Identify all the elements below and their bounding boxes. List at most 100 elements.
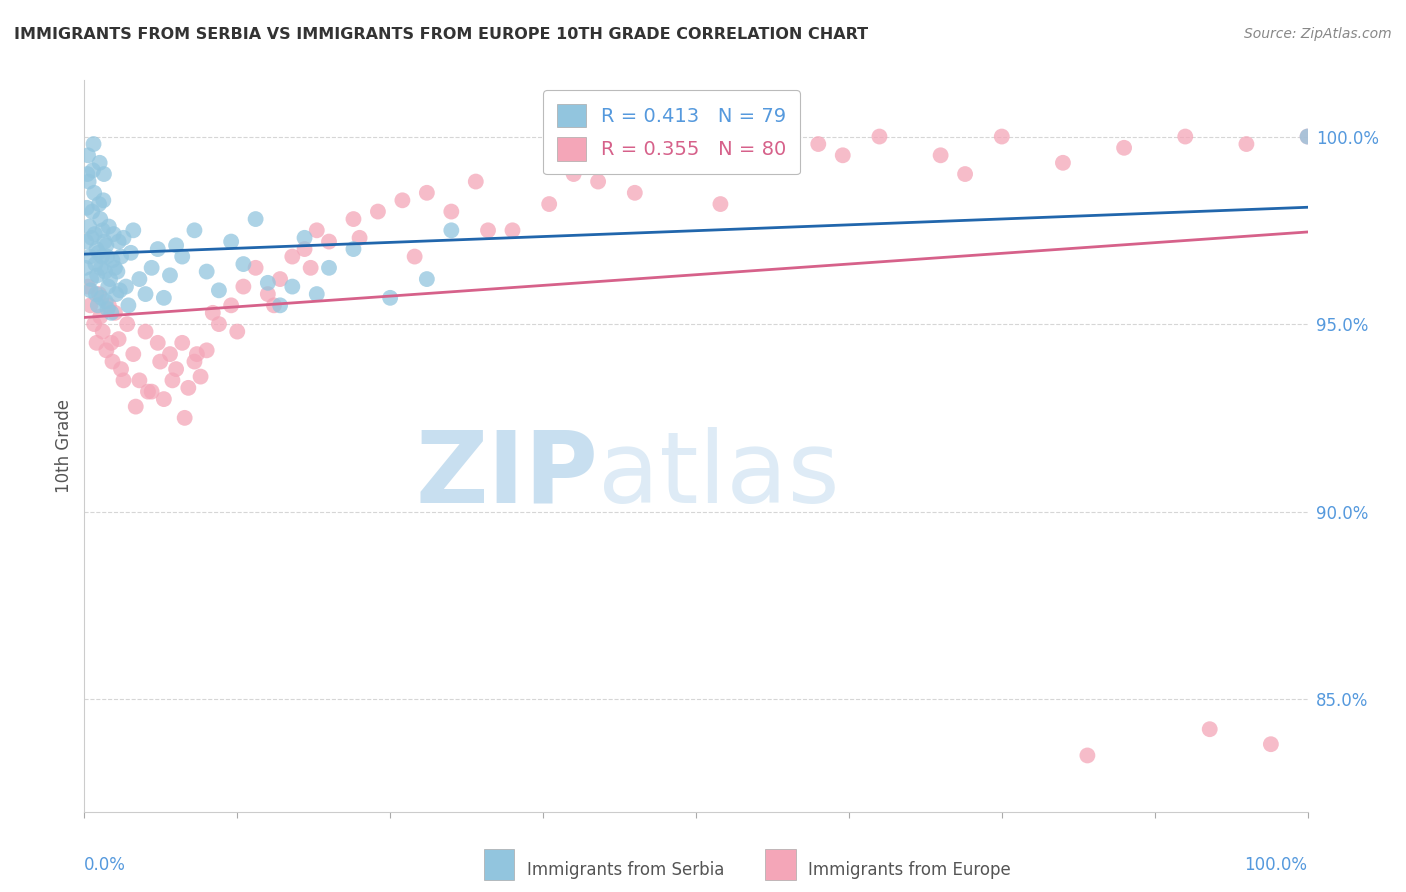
Point xyxy=(76,201,98,215)
Point xyxy=(83,227,105,241)
Point xyxy=(305,223,328,237)
Point xyxy=(1198,722,1220,736)
Point xyxy=(342,242,364,256)
Point xyxy=(105,287,128,301)
Point xyxy=(77,279,100,293)
Point xyxy=(117,298,139,312)
Point xyxy=(105,264,128,278)
Point xyxy=(318,235,340,249)
Point xyxy=(86,268,108,283)
Point xyxy=(477,223,499,237)
Point xyxy=(141,260,163,275)
Point xyxy=(367,204,389,219)
Legend: R = 0.413   N = 79, R = 0.355   N = 80: R = 0.413 N = 79, R = 0.355 N = 80 xyxy=(543,90,800,175)
Point xyxy=(104,306,127,320)
Point xyxy=(122,223,145,237)
Point xyxy=(101,354,124,368)
Point xyxy=(257,276,280,290)
Point xyxy=(991,129,1014,144)
Point xyxy=(89,212,111,227)
Point xyxy=(80,231,103,245)
Point xyxy=(305,287,328,301)
Point xyxy=(87,298,110,312)
Point xyxy=(416,272,439,286)
Point xyxy=(281,250,304,264)
Point xyxy=(97,302,120,317)
Point xyxy=(77,175,100,189)
Point xyxy=(245,260,267,275)
Point xyxy=(149,354,172,368)
Point xyxy=(195,264,218,278)
Point xyxy=(464,175,486,189)
Point xyxy=(97,298,120,312)
Point xyxy=(96,238,118,252)
Point xyxy=(90,291,112,305)
Point xyxy=(84,257,107,271)
Point xyxy=(77,148,100,162)
Point xyxy=(299,260,322,275)
Point xyxy=(153,392,176,406)
Point xyxy=(186,347,208,361)
Point xyxy=(869,129,891,144)
Point xyxy=(153,291,176,305)
Point xyxy=(75,235,97,249)
Point xyxy=(93,235,115,249)
Point xyxy=(96,343,118,358)
Text: Source: ZipAtlas.com: Source: ZipAtlas.com xyxy=(1244,27,1392,41)
Point xyxy=(294,242,316,256)
Point xyxy=(83,317,105,331)
Point xyxy=(380,291,402,305)
Point xyxy=(232,257,254,271)
Point xyxy=(1114,141,1136,155)
Point xyxy=(94,264,117,278)
Point xyxy=(79,283,101,297)
Point xyxy=(269,298,291,312)
Point xyxy=(87,287,110,301)
Point xyxy=(349,231,371,245)
Text: Immigrants from Europe: Immigrants from Europe xyxy=(808,861,1011,879)
Point xyxy=(226,325,249,339)
Point xyxy=(747,148,769,162)
Point xyxy=(135,325,157,339)
Point xyxy=(1076,748,1098,763)
Point xyxy=(1174,129,1197,144)
Point xyxy=(100,306,122,320)
Point xyxy=(110,250,132,264)
Point xyxy=(219,235,242,249)
Point xyxy=(404,250,426,264)
Point xyxy=(416,186,439,200)
Y-axis label: 10th Grade: 10th Grade xyxy=(55,399,73,493)
Point xyxy=(342,212,364,227)
Point xyxy=(75,260,97,275)
Point xyxy=(195,343,218,358)
Point xyxy=(201,306,224,320)
Point xyxy=(83,186,105,200)
Point xyxy=(128,373,150,387)
Point xyxy=(82,204,104,219)
Point xyxy=(440,223,463,237)
Point xyxy=(1296,129,1319,144)
Point xyxy=(159,268,181,283)
Text: 0.0%: 0.0% xyxy=(84,855,127,873)
Text: 100.0%: 100.0% xyxy=(1244,855,1308,873)
Point xyxy=(90,260,112,275)
Point xyxy=(183,223,205,237)
Point xyxy=(165,362,187,376)
Point xyxy=(502,223,524,237)
Point xyxy=(94,294,117,309)
Point xyxy=(91,325,114,339)
Point xyxy=(87,245,110,260)
Point xyxy=(208,317,231,331)
Point xyxy=(125,400,148,414)
Point xyxy=(1236,136,1258,151)
Point xyxy=(128,272,150,286)
Point xyxy=(281,279,304,293)
Point xyxy=(440,204,463,219)
Point xyxy=(97,219,120,234)
Point xyxy=(135,287,157,301)
Point xyxy=(562,167,585,181)
Point xyxy=(96,250,118,264)
Point xyxy=(953,167,976,181)
Point xyxy=(136,384,159,399)
Text: atlas: atlas xyxy=(598,426,839,524)
